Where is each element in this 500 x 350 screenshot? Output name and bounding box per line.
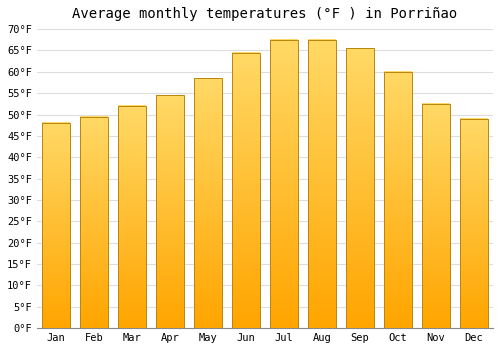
Bar [232, 52, 260, 328]
Bar [42, 123, 70, 328]
Bar [460, 119, 487, 328]
Bar [156, 95, 184, 328]
Bar [118, 106, 146, 328]
Bar [384, 72, 411, 328]
Bar [194, 78, 222, 328]
Bar [346, 48, 374, 328]
Bar [80, 117, 108, 328]
Bar [308, 40, 336, 328]
Bar [422, 104, 450, 328]
Title: Average monthly temperatures (°F ) in Porriñao: Average monthly temperatures (°F ) in Po… [72, 7, 458, 21]
Bar [270, 40, 297, 328]
